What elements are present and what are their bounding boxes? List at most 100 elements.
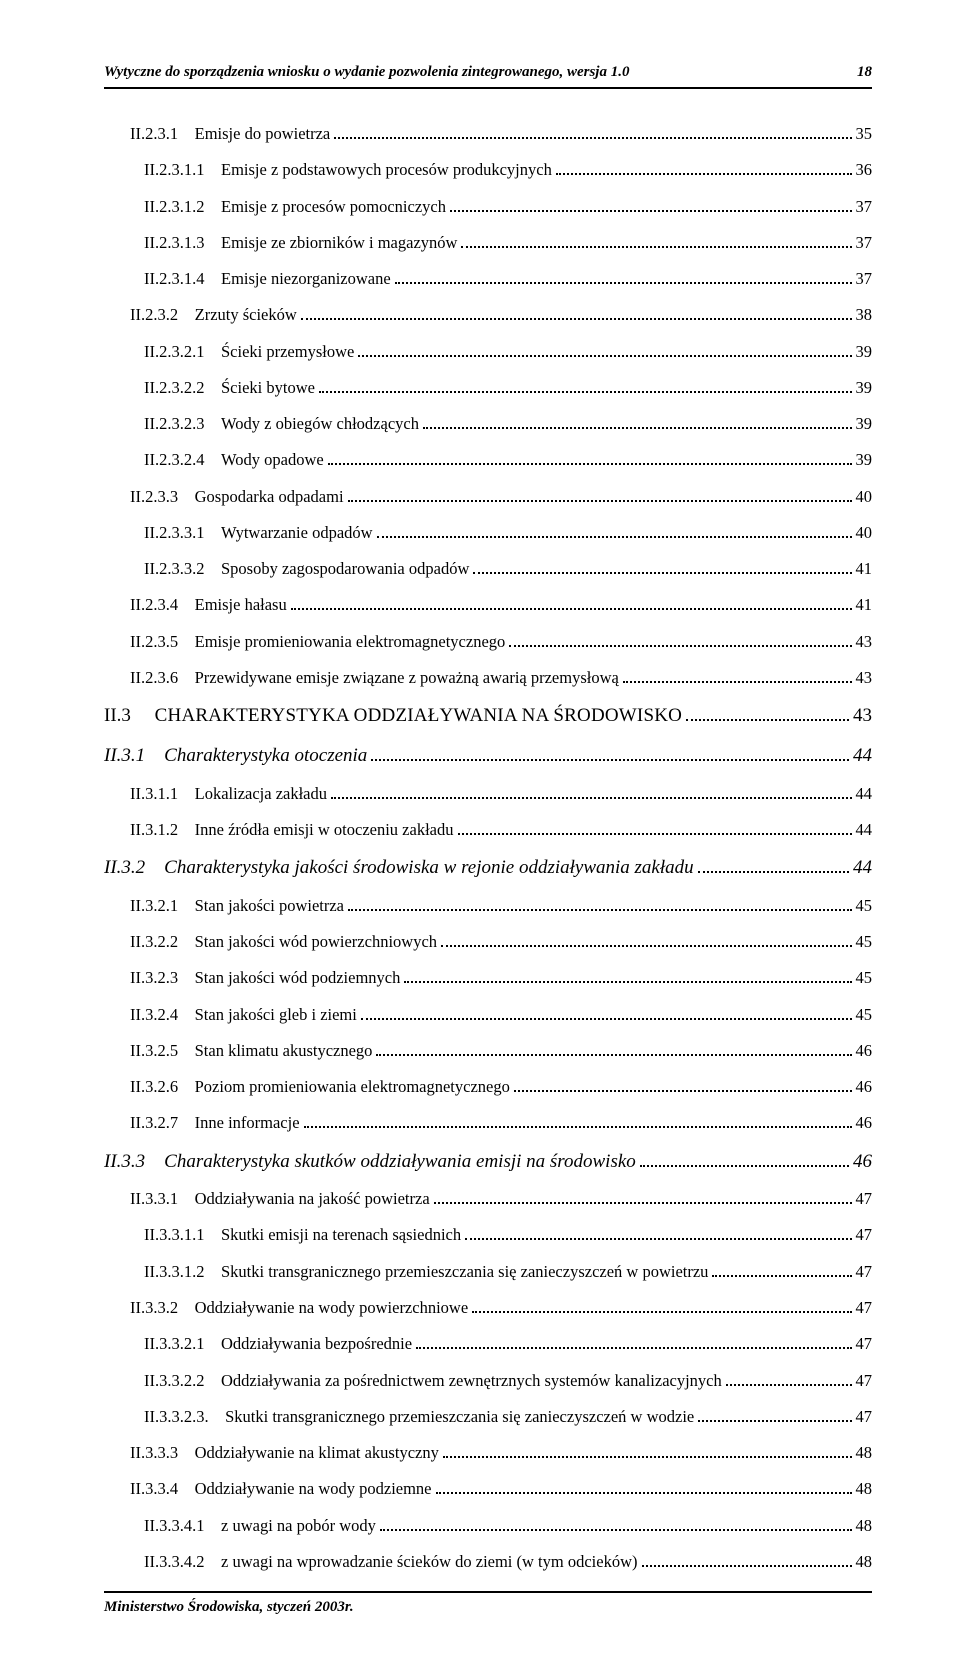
toc-entry-number: II.2.3.3.2 bbox=[144, 558, 221, 580]
toc-entry-page: 35 bbox=[856, 123, 873, 145]
toc-entry-number: II.2.3.1.3 bbox=[144, 232, 221, 254]
toc-leader-dots bbox=[509, 645, 851, 647]
toc-leader-dots bbox=[698, 871, 849, 873]
toc-entry-number: II.2.3.3 bbox=[130, 486, 195, 508]
toc-entry: II.3.3.1.1 Skutki emisji na terenach sąs… bbox=[104, 1224, 872, 1246]
toc-entry: II.3.2.2 Stan jakości wód powierzchniowy… bbox=[104, 931, 872, 953]
toc-leader-dots bbox=[416, 1347, 851, 1349]
toc-leader-dots bbox=[304, 1126, 852, 1128]
toc-entry-number: II.3.3.1.1 bbox=[144, 1224, 221, 1246]
toc-entry: II.2.3.5 Emisje promieniowania elektroma… bbox=[104, 631, 872, 653]
toc-entry-number: II.3.2 bbox=[104, 855, 164, 881]
toc-leader-dots bbox=[328, 463, 852, 465]
toc-entry-label: Inne informacje bbox=[195, 1112, 300, 1134]
toc-entry: II.3.2.6 Poziom promieniowania elektroma… bbox=[104, 1076, 872, 1098]
toc-entry-page: 39 bbox=[856, 377, 873, 399]
toc-entry-number: II.2.3.2.3 bbox=[144, 413, 221, 435]
toc-entry-page: 47 bbox=[856, 1261, 873, 1283]
toc-entry-page: 39 bbox=[856, 413, 873, 435]
toc-entry: II.2.3.1.1 Emisje z podstawowych procesó… bbox=[104, 159, 872, 181]
toc-entry-page: 44 bbox=[853, 743, 872, 769]
toc-entry: II.2.3.2.1 Ścieki przemysłowe39 bbox=[104, 341, 872, 363]
table-of-contents: II.2.3.1 Emisje do powietrza35II.2.3.1.1… bbox=[104, 123, 872, 1573]
toc-entry-label: Stan jakości gleb i ziemi bbox=[195, 1004, 357, 1026]
toc-entry-label: Oddziaływanie na wody podziemne bbox=[195, 1478, 432, 1500]
toc-leader-dots bbox=[380, 1529, 852, 1531]
toc-entry-page: 37 bbox=[856, 232, 873, 254]
toc-entry: II.2.3.1.3 Emisje ze zbiorników i magazy… bbox=[104, 232, 872, 254]
toc-leader-dots bbox=[642, 1565, 852, 1567]
toc-entry: II.3.3.4.2 z uwagi na wprowadzanie ściek… bbox=[104, 1551, 872, 1573]
toc-entry: II.3.3.2 Oddziaływanie na wody powierzch… bbox=[104, 1297, 872, 1319]
toc-entry-label: Oddziaływania bezpośrednie bbox=[221, 1333, 412, 1355]
toc-entry: II.3.3 Charakterystyka skutków oddziaływ… bbox=[104, 1149, 872, 1175]
toc-entry-label: Ścieki bytowe bbox=[221, 377, 315, 399]
toc-entry-page: 40 bbox=[856, 522, 873, 544]
toc-entry-page: 47 bbox=[856, 1224, 873, 1246]
toc-entry-label: Skutki transgranicznego przemieszczania … bbox=[221, 1261, 708, 1283]
toc-entry: II.2.3.2.4 Wody opadowe39 bbox=[104, 449, 872, 471]
toc-entry-number: II.3.2.5 bbox=[130, 1040, 195, 1062]
toc-entry-label: Ścieki przemysłowe bbox=[221, 341, 354, 363]
toc-entry-label: Oddziaływanie na wody powierzchniowe bbox=[195, 1297, 469, 1319]
toc-entry-page: 45 bbox=[856, 1004, 873, 1026]
toc-entry-label: Charakterystyka skutków oddziaływania em… bbox=[164, 1149, 636, 1175]
toc-entry-page: 41 bbox=[856, 594, 873, 616]
toc-entry: II.2.3.3.1 Wytwarzanie odpadów40 bbox=[104, 522, 872, 544]
toc-entry: II.3.2.3 Stan jakości wód podziemnych45 bbox=[104, 967, 872, 989]
toc-leader-dots bbox=[371, 759, 849, 761]
toc-entry: II.3.1.1 Lokalizacja zakładu44 bbox=[104, 783, 872, 805]
toc-entry: II.2.3.1.4 Emisje niezorganizowane37 bbox=[104, 268, 872, 290]
toc-entry-page: 38 bbox=[856, 304, 873, 326]
toc-entry-number: II.3.3.2.3. bbox=[144, 1406, 225, 1428]
toc-entry-page: 45 bbox=[856, 931, 873, 953]
toc-leader-dots bbox=[436, 1492, 852, 1494]
toc-entry-number: II.2.3.1.4 bbox=[144, 268, 221, 290]
toc-leader-dots bbox=[450, 210, 852, 212]
toc-entry-number: II.3.2.4 bbox=[130, 1004, 195, 1026]
toc-leader-dots bbox=[291, 608, 852, 610]
toc-leader-dots bbox=[319, 391, 852, 393]
toc-entry-label: Lokalizacja zakładu bbox=[195, 783, 327, 805]
toc-leader-dots bbox=[473, 572, 851, 574]
toc-leader-dots bbox=[698, 1420, 851, 1422]
toc-entry-page: 48 bbox=[856, 1515, 873, 1537]
toc-leader-dots bbox=[461, 246, 851, 248]
document-page: Wytyczne do sporządzenia wniosku o wydan… bbox=[0, 0, 960, 1664]
toc-entry-label: CHARAKTERYSTYKA ODDZIAŁYWANIA NA ŚRODOWI… bbox=[155, 703, 682, 729]
toc-entry-number: II.2.3.5 bbox=[130, 631, 195, 653]
toc-leader-dots bbox=[301, 318, 852, 320]
toc-entry-page: 43 bbox=[853, 703, 872, 729]
footer-text: Ministerstwo Środowiska, styczeń 2003r. bbox=[104, 1599, 872, 1616]
toc-leader-dots bbox=[395, 282, 852, 284]
toc-leader-dots bbox=[443, 1456, 852, 1458]
toc-entry-page: 48 bbox=[856, 1551, 873, 1573]
toc-entry: II.3.1.2 Inne źródła emisji w otoczeniu … bbox=[104, 819, 872, 841]
running-footer: Ministerstwo Środowiska, styczeń 2003r. bbox=[104, 1591, 872, 1616]
toc-entry-page: 44 bbox=[856, 819, 873, 841]
toc-entry-page: 37 bbox=[856, 196, 873, 218]
toc-entry-page: 41 bbox=[856, 558, 873, 580]
toc-entry-label: Emisje promieniowania elektromagnetyczne… bbox=[195, 631, 506, 653]
header-title: Wytyczne do sporządzenia wniosku o wydan… bbox=[104, 64, 629, 81]
toc-leader-dots bbox=[623, 681, 852, 683]
toc-entry: II.3.2.4 Stan jakości gleb i ziemi 45 bbox=[104, 1004, 872, 1026]
toc-entry: II.2.3.2 Zrzuty ścieków38 bbox=[104, 304, 872, 326]
toc-entry: II.2.3.3 Gospodarka odpadami40 bbox=[104, 486, 872, 508]
toc-entry-number: II.3.3.2.2 bbox=[144, 1370, 221, 1392]
toc-leader-dots bbox=[556, 173, 852, 175]
toc-entry-page: 47 bbox=[856, 1188, 873, 1210]
toc-entry-page: 44 bbox=[853, 855, 872, 881]
toc-leader-dots bbox=[361, 1018, 852, 1020]
toc-entry-label: Inne źródła emisji w otoczeniu zakładu bbox=[195, 819, 454, 841]
toc-entry-page: 39 bbox=[856, 449, 873, 471]
toc-entry-number: II.2.3.4 bbox=[130, 594, 195, 616]
toc-leader-dots bbox=[377, 536, 852, 538]
toc-entry-label: Przewidywane emisje związane z poważną a… bbox=[195, 667, 619, 689]
toc-entry: II.2.3.4 Emisje hałasu41 bbox=[104, 594, 872, 616]
toc-entry: II.2.3.2.2 Ścieki bytowe39 bbox=[104, 377, 872, 399]
toc-entry-number: II.2.3.2.1 bbox=[144, 341, 221, 363]
toc-entry-label: z uwagi na wprowadzanie ścieków do ziemi… bbox=[221, 1551, 638, 1573]
toc-entry-number: II.2.3.1 bbox=[130, 123, 195, 145]
toc-entry-number: II.3.2.1 bbox=[130, 895, 195, 917]
